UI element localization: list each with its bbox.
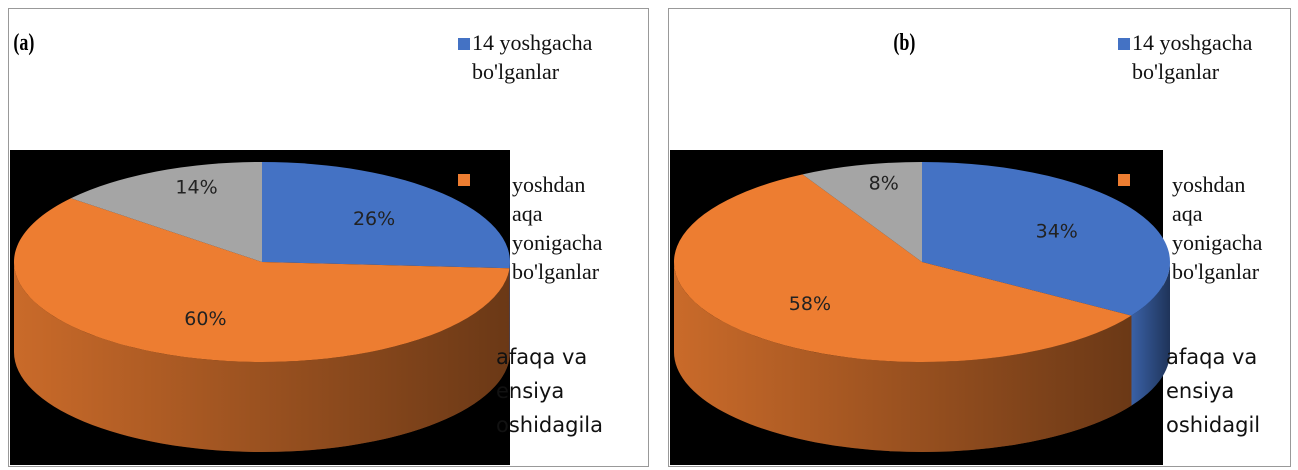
panel-label: (b) — [893, 29, 915, 56]
legend-swatch — [1118, 174, 1130, 186]
data-label: 58% — [789, 293, 831, 315]
data-label: 34% — [1036, 221, 1078, 243]
slice-side-shade — [14, 262, 510, 452]
legend-swatch — [458, 38, 470, 50]
data-label: 14% — [175, 176, 217, 198]
data-label: 60% — [184, 308, 226, 330]
legend-swatch — [1118, 38, 1130, 50]
legend-entry: afaqa va ensiya oshidagil — [1166, 345, 1261, 437]
legend-swatch — [458, 174, 470, 186]
slice — [70, 162, 262, 262]
slice — [13, 198, 510, 362]
data-label: 8% — [869, 172, 899, 194]
slice-side-shade — [1131, 262, 1170, 406]
slice — [922, 162, 1170, 316]
legend-entry: afaqa va ensiya oshidagila — [496, 345, 603, 437]
legend-entry: 14 yoshgacha bo'lganlar — [472, 30, 593, 84]
data-label: 26% — [353, 208, 395, 230]
legend-entry: yoshdan aqa yonigacha bo'lganlar — [512, 172, 602, 284]
slice — [673, 174, 1132, 363]
legend-entry: yoshdan aqa yonigacha bo'lganlar — [1172, 172, 1262, 284]
slice-side-shade — [674, 262, 1132, 452]
slice — [802, 162, 922, 262]
panel-label: (a) — [13, 29, 34, 56]
slice — [262, 162, 510, 269]
legend-entry: 14 yoshgacha bo'lganlar — [1132, 30, 1253, 84]
